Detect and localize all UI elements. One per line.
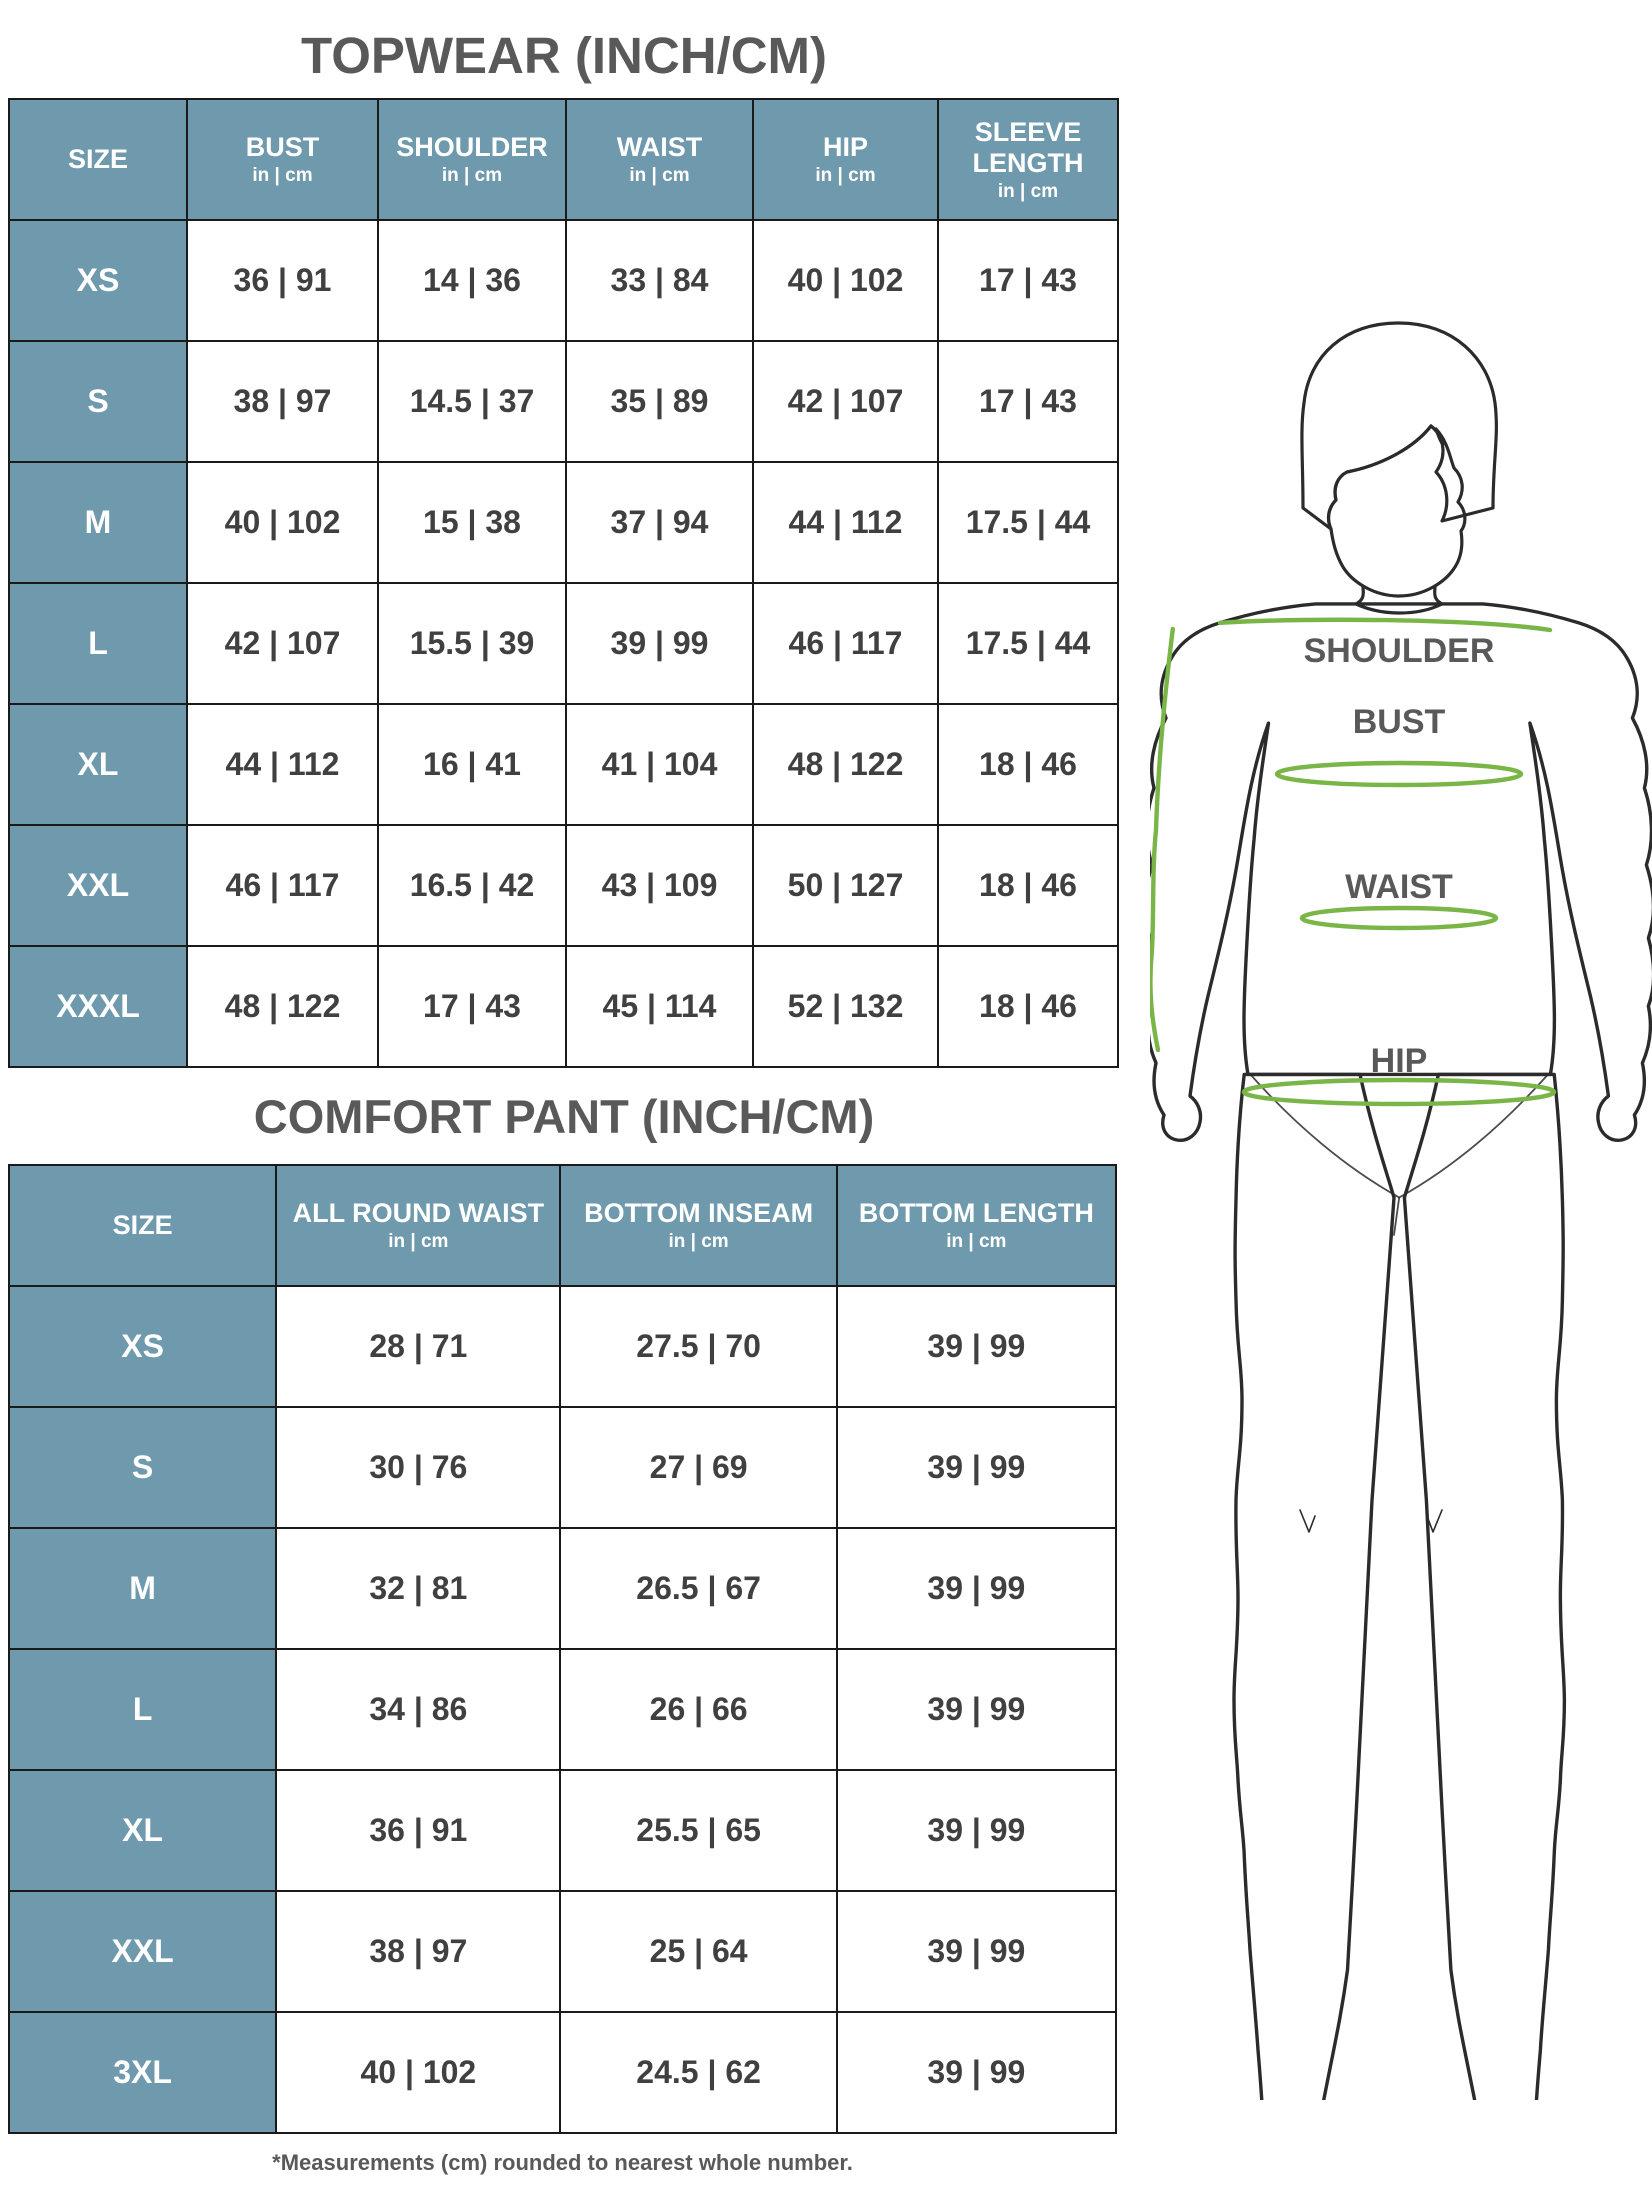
svg-text:BUST: BUST [1353, 703, 1446, 741]
svg-text:HIP: HIP [1371, 1042, 1428, 1080]
svg-text:WAIST: WAIST [1345, 868, 1453, 906]
svg-text:SHOULDER: SHOULDER [1304, 632, 1495, 670]
